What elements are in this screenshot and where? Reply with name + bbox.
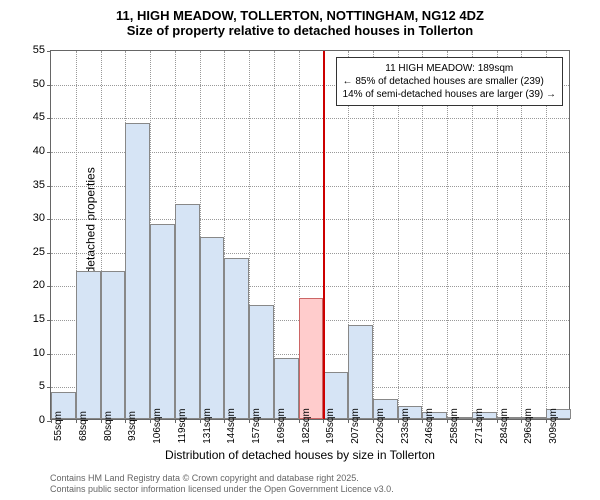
histogram-bar [224, 258, 249, 419]
x-tick-mark [249, 419, 250, 423]
gridline-vertical [373, 51, 374, 419]
x-tick-mark [373, 419, 374, 423]
x-tick-mark [497, 419, 498, 423]
x-tick-label: 68sqm [78, 411, 89, 441]
x-tick-label: 119sqm [177, 409, 188, 444]
annotation-line-3: 14% of semi-detached houses are larger (… [343, 88, 556, 101]
x-tick-label: 296sqm [523, 408, 534, 444]
y-tick-label: 50 [33, 78, 45, 90]
gridline-vertical [422, 51, 423, 419]
y-tick-mark [47, 219, 51, 220]
x-tick-label: 233sqm [400, 408, 411, 444]
y-tick-label: 45 [33, 111, 45, 123]
y-tick-label: 5 [39, 380, 45, 392]
y-tick-mark [47, 51, 51, 52]
histogram-bar [101, 271, 126, 419]
y-tick-mark [47, 253, 51, 254]
y-tick-label: 30 [33, 212, 45, 224]
x-tick-mark [274, 419, 275, 423]
x-tick-label: 93sqm [127, 411, 138, 441]
y-tick-mark [47, 85, 51, 86]
x-tick-label: 284sqm [499, 408, 510, 444]
gridline-vertical [447, 51, 448, 419]
gridline-vertical [546, 51, 547, 419]
x-tick-mark [51, 419, 52, 423]
x-tick-label: 55sqm [53, 411, 64, 441]
reference-line [323, 51, 325, 419]
annotation-line-2: ← 85% of detached houses are smaller (23… [343, 75, 556, 88]
footer-line-1: Contains HM Land Registry data © Crown c… [50, 473, 394, 485]
gridline-vertical [472, 51, 473, 419]
x-axis-label: Distribution of detached houses by size … [40, 448, 560, 462]
x-tick-mark [150, 419, 151, 423]
x-tick-label: 80sqm [103, 411, 114, 441]
y-tick-label: 0 [39, 414, 45, 426]
annotation-box: 11 HIGH MEADOW: 189sqm ← 85% of detached… [336, 57, 563, 106]
x-tick-label: 131sqm [202, 408, 213, 444]
gridline-horizontal [51, 118, 569, 119]
y-tick-label: 15 [33, 313, 45, 325]
x-tick-label: 258sqm [449, 408, 460, 444]
histogram-bar [200, 237, 225, 419]
x-tick-mark [299, 419, 300, 423]
x-tick-mark [398, 419, 399, 423]
footer-attribution: Contains HM Land Registry data © Crown c… [50, 473, 394, 496]
gridline-vertical [497, 51, 498, 419]
x-tick-label: 195sqm [325, 408, 336, 444]
histogram-bar [150, 224, 175, 419]
y-tick-mark [47, 320, 51, 321]
chart-container: 11, HIGH MEADOW, TOLLERTON, NOTTINGHAM, … [0, 0, 600, 500]
x-tick-mark [101, 419, 102, 423]
x-tick-label: 220sqm [375, 408, 386, 444]
chart-title: 11, HIGH MEADOW, TOLLERTON, NOTTINGHAM, … [0, 0, 600, 38]
y-tick-label: 40 [33, 145, 45, 157]
gridline-vertical [521, 51, 522, 419]
y-tick-mark [47, 286, 51, 287]
x-tick-mark [175, 419, 176, 423]
x-tick-mark [200, 419, 201, 423]
x-tick-label: 169sqm [276, 408, 287, 444]
x-tick-mark [76, 419, 77, 423]
title-line-2: Size of property relative to detached ho… [0, 23, 600, 38]
annotation-line-1: 11 HIGH MEADOW: 189sqm [343, 62, 556, 75]
y-tick-label: 20 [33, 279, 45, 291]
y-tick-mark [47, 354, 51, 355]
y-tick-mark [47, 186, 51, 187]
x-tick-label: 144sqm [226, 408, 237, 444]
x-tick-label: 271sqm [474, 408, 485, 444]
x-tick-label: 182sqm [301, 408, 312, 444]
y-tick-label: 55 [33, 44, 45, 56]
footer-line-2: Contains public sector information licen… [50, 484, 394, 496]
title-line-1: 11, HIGH MEADOW, TOLLERTON, NOTTINGHAM, … [0, 8, 600, 23]
x-tick-label: 309sqm [548, 408, 559, 444]
histogram-bar [299, 298, 324, 419]
y-tick-label: 10 [33, 347, 45, 359]
gridline-vertical [398, 51, 399, 419]
y-tick-mark [47, 387, 51, 388]
x-tick-label: 246sqm [424, 408, 435, 444]
y-tick-label: 25 [33, 246, 45, 258]
histogram-bar [249, 305, 274, 419]
y-tick-mark [47, 118, 51, 119]
x-tick-mark [472, 419, 473, 423]
histogram-bar [125, 123, 150, 419]
x-tick-mark [348, 419, 349, 423]
y-tick-mark [47, 152, 51, 153]
x-tick-label: 157sqm [251, 408, 262, 444]
x-tick-label: 106sqm [152, 408, 163, 444]
histogram-bar [76, 271, 101, 419]
histogram-bar [175, 204, 200, 419]
plot-area: 11 HIGH MEADOW: 189sqm ← 85% of detached… [50, 50, 570, 420]
histogram-bar [348, 325, 373, 419]
y-tick-label: 35 [33, 179, 45, 191]
x-tick-label: 207sqm [350, 408, 361, 444]
